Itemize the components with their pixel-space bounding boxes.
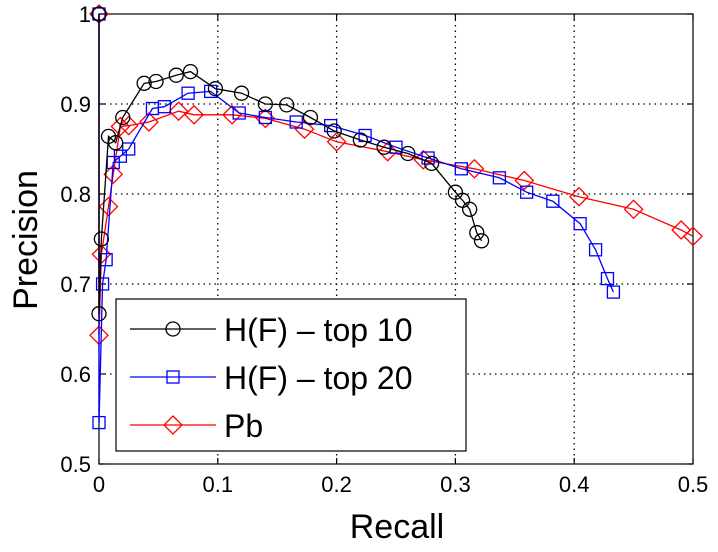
- data-point: [600, 271, 615, 286]
- legend-label: H(F) – top 10: [224, 312, 413, 348]
- data-point: [232, 106, 246, 120]
- data-point: [569, 186, 589, 207]
- data-point: [138, 112, 159, 132]
- data-point: [376, 139, 392, 155]
- data-point: [184, 104, 204, 125]
- y-axis-title: Precision: [7, 170, 45, 310]
- data-point: [95, 277, 110, 291]
- data-point: [606, 285, 621, 299]
- data-point: [118, 115, 139, 136]
- data-point: [207, 81, 224, 97]
- data-point: [122, 142, 136, 156]
- y-tick-label: 1: [79, 2, 91, 27]
- y-tick-label: 0.6: [60, 362, 91, 387]
- data-point: [233, 85, 250, 101]
- legend-marker: [165, 321, 181, 337]
- data-point: [168, 101, 189, 122]
- data-point: [421, 151, 435, 165]
- data-point: [683, 226, 703, 247]
- x-tick-label: 0.1: [203, 472, 234, 497]
- y-tick-label: 0.9: [60, 92, 91, 117]
- x-axis-title: Recall: [350, 508, 444, 546]
- data-point: [520, 185, 534, 199]
- series-line: [98, 14, 694, 336]
- data-point: [91, 306, 107, 322]
- x-tick-label: 0.3: [440, 472, 471, 497]
- x-tick-label: 0: [93, 472, 105, 497]
- data-point: [400, 145, 416, 162]
- data-point: [148, 73, 164, 90]
- series-circle: [91, 6, 490, 322]
- y-tick-label: 0.8: [60, 182, 91, 207]
- data-point: [546, 194, 560, 208]
- data-point: [257, 96, 273, 112]
- data-point: [423, 155, 440, 172]
- data-point: [136, 75, 152, 91]
- data-point: [464, 158, 485, 179]
- data-point: [352, 132, 369, 148]
- data-point: [181, 86, 195, 100]
- data-point: [168, 67, 184, 83]
- legend-marker: [166, 370, 180, 384]
- data-point: [302, 109, 319, 126]
- data-point: [92, 415, 106, 430]
- data-point: [514, 170, 535, 191]
- data-point: [389, 140, 403, 154]
- legend-label: Pb: [224, 408, 263, 444]
- data-point: [115, 109, 131, 126]
- data-point: [91, 6, 107, 22]
- y-tick-label: 0.7: [60, 272, 91, 297]
- legend-marker: [163, 415, 183, 435]
- data-point: [588, 243, 603, 257]
- data-point: [113, 149, 128, 163]
- series-layer: [89, 4, 703, 430]
- data-point: [454, 162, 468, 176]
- data-point: [326, 123, 342, 139]
- data-point: [469, 225, 485, 241]
- series-line: [98, 14, 483, 314]
- data-point: [107, 135, 124, 151]
- data-point: [326, 131, 347, 152]
- data-point: [462, 201, 478, 217]
- data-point: [289, 115, 303, 129]
- legend: H(F) – top 10 H(F) – top 20 Pb: [115, 298, 467, 452]
- data-point: [377, 141, 398, 162]
- series-square: [92, 7, 621, 430]
- data-point: [294, 119, 315, 140]
- x-tick-label: 0.5: [678, 472, 709, 497]
- data-point: [623, 199, 644, 220]
- data-point: [93, 231, 110, 247]
- data-point: [279, 97, 295, 113]
- data-point: [492, 171, 507, 185]
- y-tick-label: 0.5: [60, 452, 91, 477]
- legend-label: H(F) – top 20: [224, 360, 413, 396]
- x-tick-label: 0.2: [321, 472, 352, 497]
- data-point: [671, 220, 692, 240]
- data-point: [103, 164, 124, 185]
- legend-box: [115, 298, 467, 452]
- data-point: [182, 63, 199, 80]
- data-point: [98, 196, 119, 217]
- data-point: [157, 100, 171, 114]
- data-point: [573, 217, 587, 231]
- data-point: [473, 233, 490, 249]
- x-tick-label: 0.4: [559, 472, 590, 497]
- series-diamond: [89, 4, 703, 346]
